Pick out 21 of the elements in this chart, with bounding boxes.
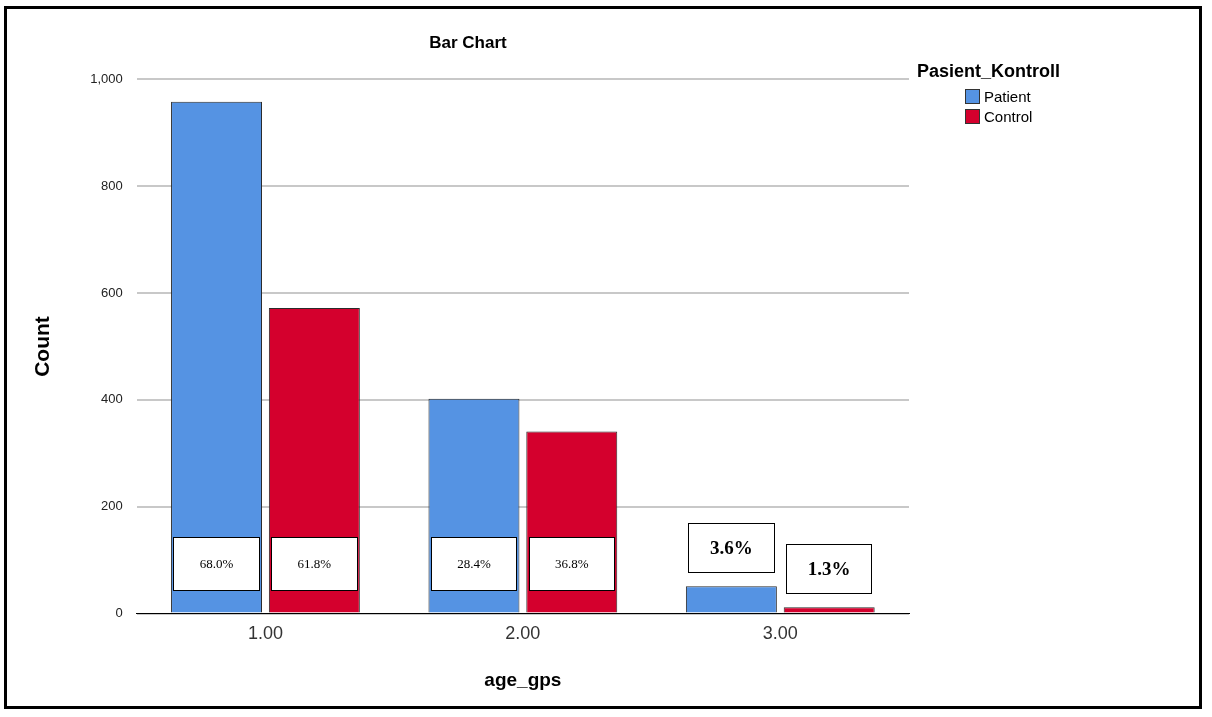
y-tick-label: 800 (101, 177, 123, 193)
x-tick-label: 1.00 (247, 623, 283, 644)
y-tick-label: 600 (101, 284, 123, 300)
y-tick-label: 1,000 (90, 70, 123, 86)
legend-title: Pasient_Kontroll (917, 61, 1061, 83)
label-box: 68.0% (173, 536, 260, 591)
x-axis-title: age_gps (484, 668, 562, 690)
label-box: 3.6% (688, 523, 775, 574)
label-box: 28.4% (430, 536, 518, 591)
legend-label: Control (984, 108, 1033, 126)
y-axis-title: Count (30, 316, 54, 377)
chart-title: Bar Chart (429, 32, 508, 52)
y-tick-label: 200 (101, 498, 123, 514)
label-box: 36.8% (528, 536, 615, 591)
label-box: 61.8% (271, 536, 358, 591)
legend-label: Patient (984, 88, 1031, 106)
label-box: 1.3% (786, 544, 873, 595)
y-tick-label: 400 (101, 391, 123, 407)
y-tick-label: 0 (115, 605, 123, 621)
x-tick-label: 2.00 (505, 623, 541, 644)
x-tick-label: 3.00 (762, 623, 798, 644)
